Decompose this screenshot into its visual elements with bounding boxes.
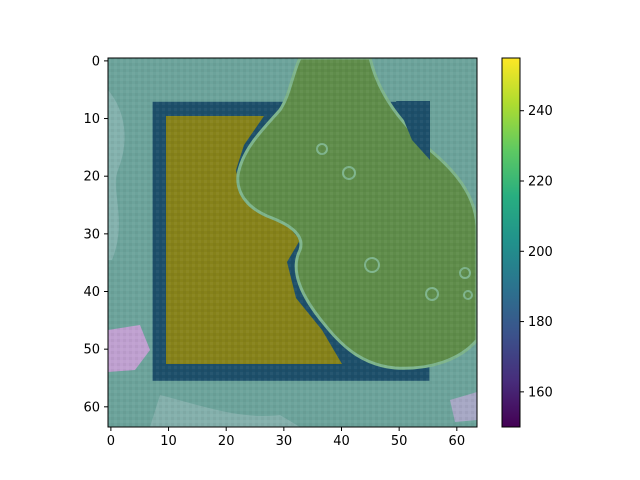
y-tick-label: 10 — [83, 112, 100, 127]
plot-frame — [107, 57, 478, 428]
y-axis: 0 10 20 30 40 50 60 — [83, 54, 108, 415]
colorbar-tick-label: 200 — [528, 245, 553, 260]
x-tick-label: 30 — [276, 434, 293, 449]
colorbar — [501, 57, 521, 428]
colorbar-tick-label: 160 — [528, 385, 553, 400]
x-tick-label: 50 — [391, 434, 408, 449]
y-tick-label: 30 — [83, 227, 100, 242]
colorbar-tick-label: 240 — [528, 104, 553, 119]
x-tick-label: 60 — [449, 434, 466, 449]
heatmap-image — [108, 58, 477, 427]
y-tick-label: 0 — [92, 54, 100, 69]
colorbar-gradient — [501, 57, 521, 428]
x-tick-label: 0 — [107, 434, 115, 449]
noise-overlay — [108, 58, 477, 427]
x-tick-label: 20 — [218, 434, 235, 449]
y-tick-label: 20 — [83, 170, 100, 185]
y-tick-label: 40 — [83, 285, 100, 300]
colorbar-tick-label: 180 — [528, 315, 553, 330]
y-tick-label: 60 — [83, 400, 100, 415]
x-tick-label: 40 — [333, 434, 350, 449]
colorbar-tick-label: 220 — [528, 175, 553, 190]
y-tick-label: 50 — [83, 343, 100, 358]
colorbar-ticks: 160 180 200 220 240 — [520, 104, 553, 400]
x-axis: 0 10 20 30 40 50 60 — [107, 427, 465, 449]
x-tick-label: 10 — [160, 434, 177, 449]
